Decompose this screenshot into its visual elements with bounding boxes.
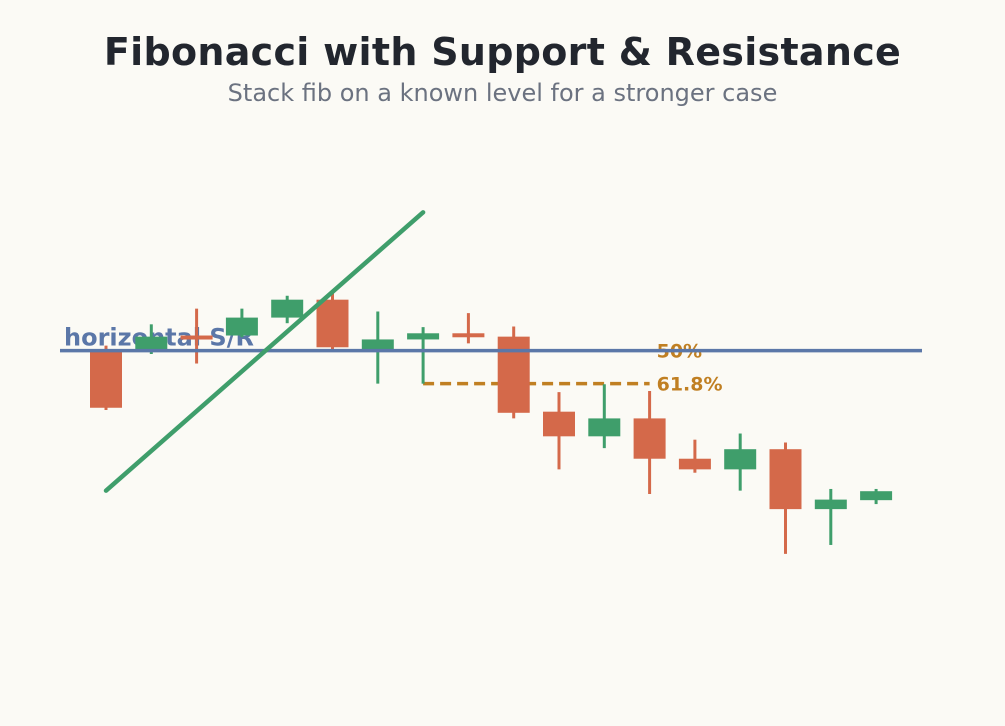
- candle-body: [588, 418, 621, 437]
- candle-body: [316, 299, 349, 348]
- candle-body: [769, 449, 802, 510]
- candle-body: [90, 351, 122, 408]
- candle-body: [135, 336, 168, 352]
- candle-body: [724, 449, 757, 470]
- candle-body: [543, 411, 575, 437]
- candle-body: [860, 491, 893, 501]
- candle-body: [497, 336, 530, 413]
- candle-body: [361, 339, 394, 350]
- candle-body: [633, 418, 666, 459]
- candle-body: [407, 333, 440, 340]
- candle-body: [814, 499, 847, 510]
- chart-subtitle: Stack fib on a known level for a stronge…: [227, 79, 778, 107]
- trendline: [103, 210, 426, 493]
- candle-body: [678, 458, 711, 470]
- chart-title: Fibonacci with Support & Resistance: [103, 30, 902, 74]
- candle-body: [452, 333, 485, 338]
- fib-level-label: 61.8%: [657, 374, 723, 396]
- candle-body: [225, 317, 258, 336]
- candle-body: [180, 335, 213, 340]
- candle-body: [271, 299, 304, 318]
